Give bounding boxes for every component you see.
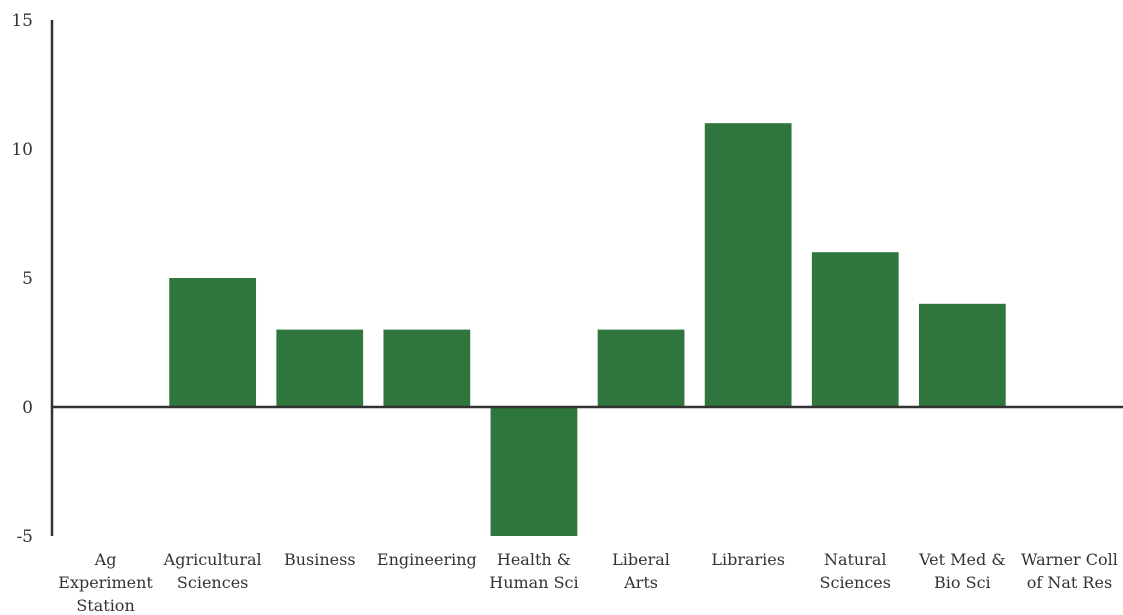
bar-agricultural-sciences — [169, 278, 256, 407]
y-tick-label: 10 — [11, 140, 33, 160]
bars-group — [169, 123, 1005, 536]
category-label: Engineering — [377, 550, 477, 569]
y-tick-labels: 15 10 5 0 -5 — [11, 11, 33, 547]
y-tick-label: 5 — [22, 269, 33, 289]
category-label: Health & Human Sci — [489, 550, 578, 592]
y-tick-label: 0 — [22, 398, 33, 418]
bar-business — [276, 330, 363, 407]
category-label: Business — [284, 550, 356, 569]
category-label: Liberal Arts — [612, 550, 670, 592]
category-label: Natural Sciences — [820, 550, 891, 592]
bar-vet-med-bio-sci — [919, 304, 1006, 407]
bar-libraries — [705, 123, 792, 407]
category-label: Libraries — [711, 550, 785, 569]
bar-liberal-arts — [598, 330, 685, 407]
category-label: Agricultural Sciences — [163, 550, 262, 592]
bar-engineering — [383, 330, 470, 407]
category-label: Vet Med & Bio Sci — [918, 550, 1006, 592]
y-tick-label: 15 — [11, 11, 33, 31]
bar-health-human-sci — [491, 407, 578, 536]
y-tick-label: -5 — [16, 527, 33, 547]
category-label: Ag Experiment Station — [58, 550, 153, 615]
bar-natural-sciences — [812, 252, 899, 407]
category-label: Warner Coll of Nat Res — [1021, 550, 1118, 592]
